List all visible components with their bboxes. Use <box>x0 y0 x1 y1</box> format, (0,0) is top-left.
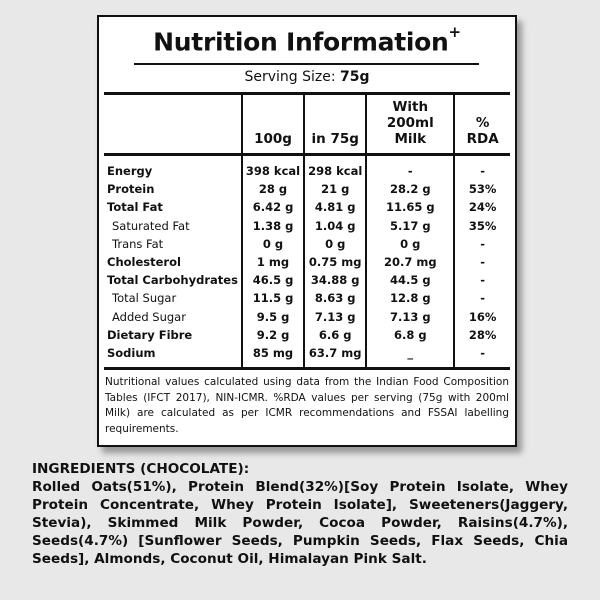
table-row: Total Sugar 11.5 g 8.63 g 12.8 g- <box>104 289 510 308</box>
nutrient-value: 63.7 mg <box>303 344 367 369</box>
table-row: Saturated Fat 1.38 g 1.04 g 5.17 g 35% <box>104 216 510 235</box>
nutrient-name: Added Sugar <box>112 309 186 324</box>
nutrient-value: 34.88 g <box>303 271 367 290</box>
nutrient-value: 0 g <box>240 234 305 254</box>
rule <box>134 63 479 65</box>
header-cell: in 75g <box>303 93 367 155</box>
nutrient-value: - <box>453 253 510 272</box>
nutrient-name: Dietary Fibre <box>107 327 193 342</box>
nutrient-value: 0 g <box>365 234 455 254</box>
nutrient-value: 85 mg <box>240 344 305 369</box>
serving-label: Serving Size: <box>244 69 336 85</box>
header-cell: With 200ml Milk <box>365 93 455 155</box>
nutrition-label: Nutrition Information+ Serving Size: 75g… <box>97 15 517 447</box>
table-row: Added Sugar 9.5 g 7.13 g 7.13 g 16% <box>104 307 510 326</box>
nutrient-value: - <box>365 154 455 181</box>
nutrient-value: 0.75 mg <box>303 253 367 272</box>
table-row: Energy 398 kcal 298 kcal - - <box>104 154 510 181</box>
title-mark: + <box>448 23 462 41</box>
nutrient-value: 398 kcal <box>240 154 305 181</box>
nutrient-value: 6.42 g <box>240 198 305 217</box>
serving-value: 75g <box>340 69 370 85</box>
nutrient-value: - <box>453 271 510 290</box>
nutrient-value: 1.38 g <box>240 216 305 235</box>
nutrient-name: Cholesterol <box>107 255 181 270</box>
title-text: Nutrition Information <box>153 27 449 57</box>
nutrient-value: 9.2 g <box>240 325 305 345</box>
title: Nutrition Information+ <box>99 23 515 57</box>
nutrient-name: Saturated Fat <box>112 218 190 233</box>
nutrient-value: 53% <box>453 180 510 199</box>
serving-size: Serving Size: 75g <box>99 69 515 85</box>
nutrient-value: 7.13 g <box>365 307 455 326</box>
nutrient-value: _ <box>365 344 455 369</box>
nutrient-value: 298 kcal <box>303 154 367 181</box>
nutrient-value: - <box>453 154 510 181</box>
table-row: Cholesterol 1 mg 0.75 mg 20.7 mg - <box>104 253 510 272</box>
nutrient-value: - <box>453 234 510 254</box>
nutrient-value: 21 g <box>303 180 367 199</box>
nutrient-name: Total Sugar <box>112 291 177 306</box>
nutrient-value: 7.13 g <box>303 307 367 326</box>
table-row: Total Fat 6.42 g 4.81 g 11.65 g 24% <box>104 198 510 217</box>
nutrient-name: Energy <box>107 164 153 178</box>
ingredients-heading: INGREDIENTS (CHOCOLATE): <box>32 461 250 477</box>
table-row: Protein 28 g 21 g 28.2 g 53% <box>104 180 510 199</box>
nutrient-value: 28% <box>453 325 510 345</box>
nutrient-name: Trans Fat <box>112 236 164 251</box>
header-cell <box>104 94 242 155</box>
footnote: Nutritional values calculated using data… <box>105 376 509 435</box>
nutrient-value: 9.5 g <box>240 307 305 326</box>
nutrient-value: 8.63 g <box>303 289 367 308</box>
nutrient-value: 11.65 g <box>365 198 455 217</box>
nutrient-value: 24% <box>453 198 510 217</box>
table-row: Dietary Fibre 9.2 g 6.6 g 6.8 g 28% <box>104 325 510 345</box>
nutrient-value: 1.04 g <box>303 216 367 235</box>
nutrient-value: 28.2 g <box>365 180 455 199</box>
nutrient-name: Protein <box>107 182 155 197</box>
nutrient-value: 6.6 g <box>303 325 367 345</box>
nutrient-value: - <box>453 344 510 369</box>
nutrient-name: Sodium <box>107 346 156 361</box>
table-row: Sodium 85 mg 63.7 mg _ - <box>104 344 510 369</box>
nutrient-value: 5.17 g <box>365 216 455 235</box>
ingredients: INGREDIENTS (CHOCOLATE): Rolled Oats(51%… <box>32 460 568 568</box>
table-row: Total Carbohydrates 46.5 g 34.88 g 44.5 g- <box>104 271 510 290</box>
nutrient-value: 0 g <box>303 234 367 254</box>
nutrient-value: 28 g <box>240 180 305 199</box>
nutrient-value: 6.8 g <box>365 325 455 345</box>
nutrient-value: 44.5 g <box>365 271 455 290</box>
nutrient-name: Total Fat <box>107 200 163 215</box>
nutrient-name: Total Carbohydrates <box>107 273 238 288</box>
nutrient-value: 1 mg <box>240 253 305 272</box>
nutrient-value: 46.5 g <box>240 271 305 290</box>
nutrient-value: 11.5 g <box>240 289 305 308</box>
nutrient-value: 12.8 g <box>365 289 455 308</box>
nutrition-table: 100g in 75g With 200ml Milk% RDA Energy 398… <box>104 92 510 370</box>
header-cell: % RDA <box>453 93 510 155</box>
nutrient-value: 4.81 g <box>303 198 367 217</box>
nutrient-value: - <box>453 289 510 308</box>
header-row: 100g in 75g With 200ml Milk% RDA <box>104 93 510 155</box>
header-cell: 100g <box>240 93 305 155</box>
nutrient-value: 20.7 mg <box>365 253 455 272</box>
nutrient-value: 35% <box>453 216 510 235</box>
ingredients-text: Rolled Oats(51%), Protein Blend(32%)[Soy… <box>32 479 568 567</box>
nutrient-value: 16% <box>453 307 510 326</box>
